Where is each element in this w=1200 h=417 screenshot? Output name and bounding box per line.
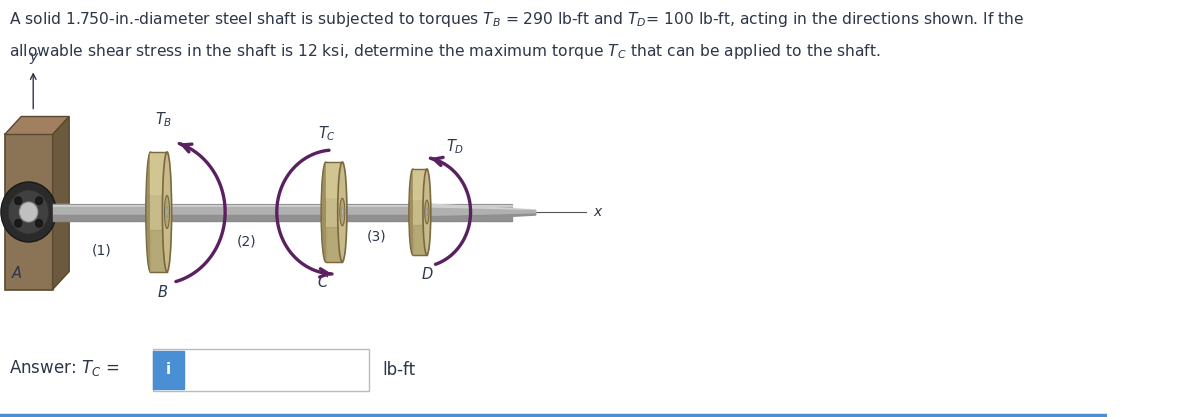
Text: i: i bbox=[166, 362, 170, 377]
Ellipse shape bbox=[426, 208, 427, 216]
Text: Answer: $T_C$ =: Answer: $T_C$ = bbox=[8, 358, 119, 378]
Ellipse shape bbox=[164, 196, 169, 229]
Bar bbox=[325, 162, 342, 262]
Ellipse shape bbox=[340, 198, 344, 226]
Text: (2): (2) bbox=[236, 234, 256, 248]
Text: (3): (3) bbox=[367, 230, 386, 244]
Ellipse shape bbox=[409, 169, 416, 255]
Text: A: A bbox=[12, 266, 22, 281]
Text: (1): (1) bbox=[91, 244, 112, 258]
Polygon shape bbox=[5, 116, 70, 135]
Bar bbox=[150, 152, 167, 272]
Ellipse shape bbox=[145, 152, 155, 272]
Ellipse shape bbox=[166, 206, 168, 217]
Text: $T_B$: $T_B$ bbox=[155, 111, 172, 129]
Circle shape bbox=[8, 190, 49, 234]
Text: y: y bbox=[29, 50, 37, 63]
Circle shape bbox=[19, 202, 38, 222]
Text: B: B bbox=[157, 285, 167, 300]
Text: $T_C$: $T_C$ bbox=[318, 124, 336, 143]
Circle shape bbox=[35, 219, 43, 227]
Ellipse shape bbox=[341, 208, 343, 216]
Bar bbox=[413, 169, 427, 255]
Circle shape bbox=[14, 197, 22, 205]
Circle shape bbox=[1, 182, 56, 242]
Text: lb-ft: lb-ft bbox=[382, 361, 415, 379]
Ellipse shape bbox=[162, 152, 172, 272]
FancyBboxPatch shape bbox=[152, 349, 368, 391]
Text: A solid 1.750-in.-diameter steel shaft is subjected to torques $T_B$ = 290 lb-ft: A solid 1.750-in.-diameter steel shaft i… bbox=[8, 10, 1025, 30]
Text: D: D bbox=[421, 267, 433, 282]
Bar bbox=[5, 135, 53, 289]
Ellipse shape bbox=[337, 162, 347, 262]
Polygon shape bbox=[53, 116, 70, 289]
Text: C: C bbox=[318, 275, 328, 290]
Circle shape bbox=[35, 197, 43, 205]
Circle shape bbox=[14, 219, 22, 227]
Ellipse shape bbox=[422, 169, 431, 255]
Text: allowable shear stress in the shaft is 12 ksi, determine the maximum torque $T_C: allowable shear stress in the shaft is 1… bbox=[8, 42, 881, 61]
Text: $T_D$: $T_D$ bbox=[445, 137, 464, 156]
Ellipse shape bbox=[322, 162, 330, 262]
FancyBboxPatch shape bbox=[152, 351, 184, 389]
Text: x: x bbox=[593, 205, 601, 219]
Ellipse shape bbox=[425, 200, 430, 224]
